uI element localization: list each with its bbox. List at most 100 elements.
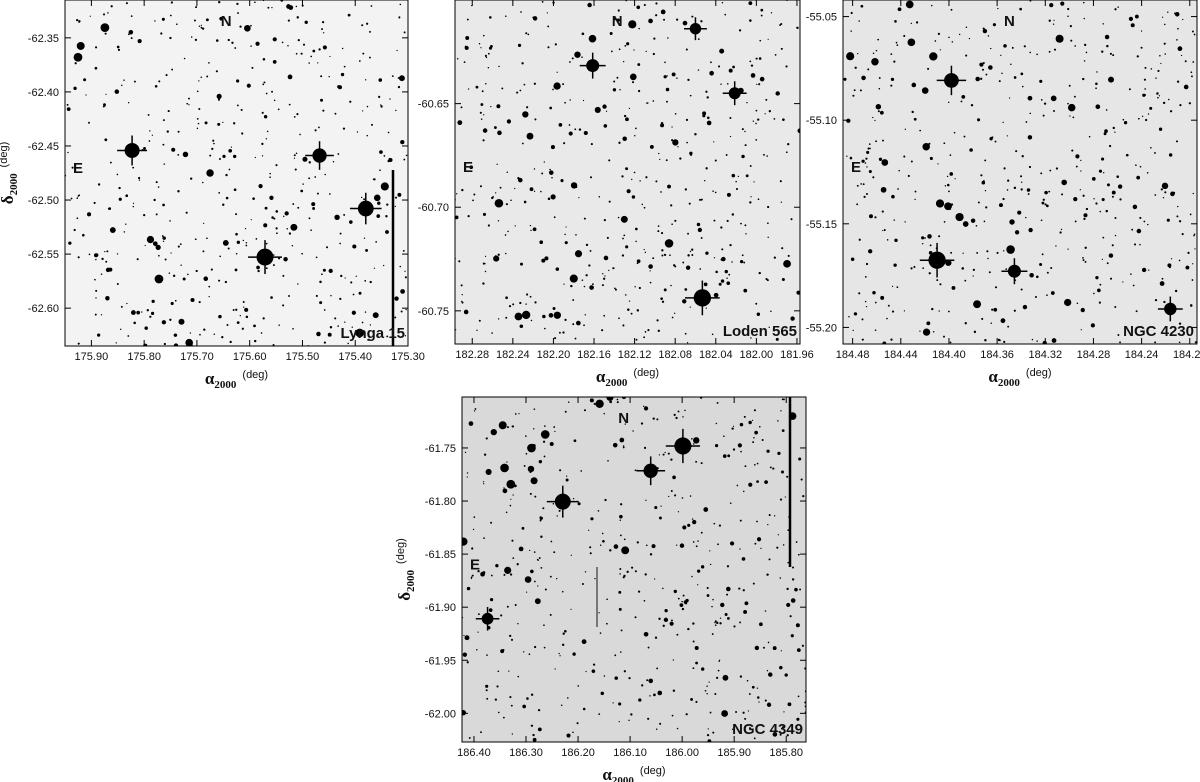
image-background	[843, 0, 1197, 344]
star	[373, 194, 381, 202]
star	[222, 240, 229, 246]
star	[487, 66, 490, 69]
star	[157, 186, 160, 188]
star	[475, 85, 479, 89]
star	[601, 329, 604, 332]
star	[621, 175, 624, 178]
star	[744, 224, 747, 227]
star	[599, 544, 602, 546]
star	[636, 5, 641, 10]
star	[692, 519, 697, 525]
star	[801, 644, 805, 647]
star	[588, 264, 591, 267]
x-tick-label: 184.20	[1173, 349, 1200, 361]
star	[714, 191, 717, 194]
star	[68, 241, 72, 245]
star	[756, 83, 758, 85]
star	[1003, 167, 1006, 170]
star	[362, 52, 365, 55]
star	[973, 330, 977, 334]
star	[780, 650, 782, 652]
star	[173, 343, 179, 346]
star	[744, 144, 747, 147]
star	[965, 26, 968, 28]
x-label-symbol: α	[602, 765, 612, 782]
star	[554, 668, 556, 670]
star	[352, 293, 355, 296]
star	[1114, 131, 1116, 133]
star	[688, 202, 691, 205]
star	[511, 425, 514, 428]
y-label-symbol: δ	[395, 592, 414, 601]
x-tick-label: 184.48	[836, 349, 870, 361]
star	[1114, 8, 1117, 11]
star	[245, 315, 249, 319]
star	[399, 265, 402, 268]
star	[254, 1, 256, 4]
star	[753, 737, 756, 740]
star	[564, 241, 568, 245]
star	[530, 477, 538, 485]
star	[921, 236, 925, 240]
star	[396, 49, 398, 52]
star	[243, 306, 245, 308]
star	[736, 484, 739, 487]
star	[682, 261, 685, 264]
star	[497, 220, 500, 222]
star	[564, 318, 567, 321]
star	[397, 77, 400, 79]
star	[154, 274, 164, 284]
star	[264, 206, 268, 210]
star	[662, 624, 665, 628]
star	[947, 310, 950, 313]
star	[1164, 23, 1166, 26]
star	[647, 102, 649, 104]
star	[1111, 244, 1114, 247]
star	[308, 177, 311, 180]
star	[907, 174, 910, 178]
star	[283, 215, 285, 218]
star	[796, 290, 800, 295]
star	[532, 737, 537, 742]
star	[1181, 233, 1184, 236]
star	[195, 269, 198, 273]
star	[297, 206, 300, 209]
star	[740, 450, 742, 453]
star	[322, 268, 326, 272]
star	[718, 65, 721, 68]
star	[1069, 115, 1071, 117]
star	[751, 685, 755, 689]
star	[1048, 50, 1051, 53]
star	[1041, 253, 1044, 256]
star	[519, 89, 522, 92]
star	[1136, 55, 1139, 58]
star	[670, 458, 673, 461]
star	[787, 702, 792, 707]
star	[262, 57, 266, 61]
star	[896, 286, 899, 288]
star	[501, 87, 504, 90]
star	[706, 120, 712, 126]
star	[296, 16, 299, 19]
star	[526, 106, 529, 109]
star	[681, 600, 683, 603]
star	[241, 327, 244, 330]
star	[1191, 30, 1194, 33]
star	[950, 203, 954, 206]
star	[286, 5, 289, 8]
star	[664, 608, 668, 613]
star	[1178, 259, 1181, 262]
star	[1050, 266, 1053, 269]
star	[153, 198, 156, 202]
panel: 175.90 175.80 175.70 175.60 175.50 175.40 175.…	[0, 0, 425, 391]
star	[490, 106, 492, 108]
star	[658, 516, 662, 520]
star	[151, 299, 155, 304]
star	[235, 232, 238, 236]
star	[865, 305, 868, 308]
star	[1046, 271, 1049, 274]
star	[100, 23, 110, 33]
star	[621, 546, 630, 555]
star	[1109, 52, 1113, 55]
star	[529, 187, 534, 192]
